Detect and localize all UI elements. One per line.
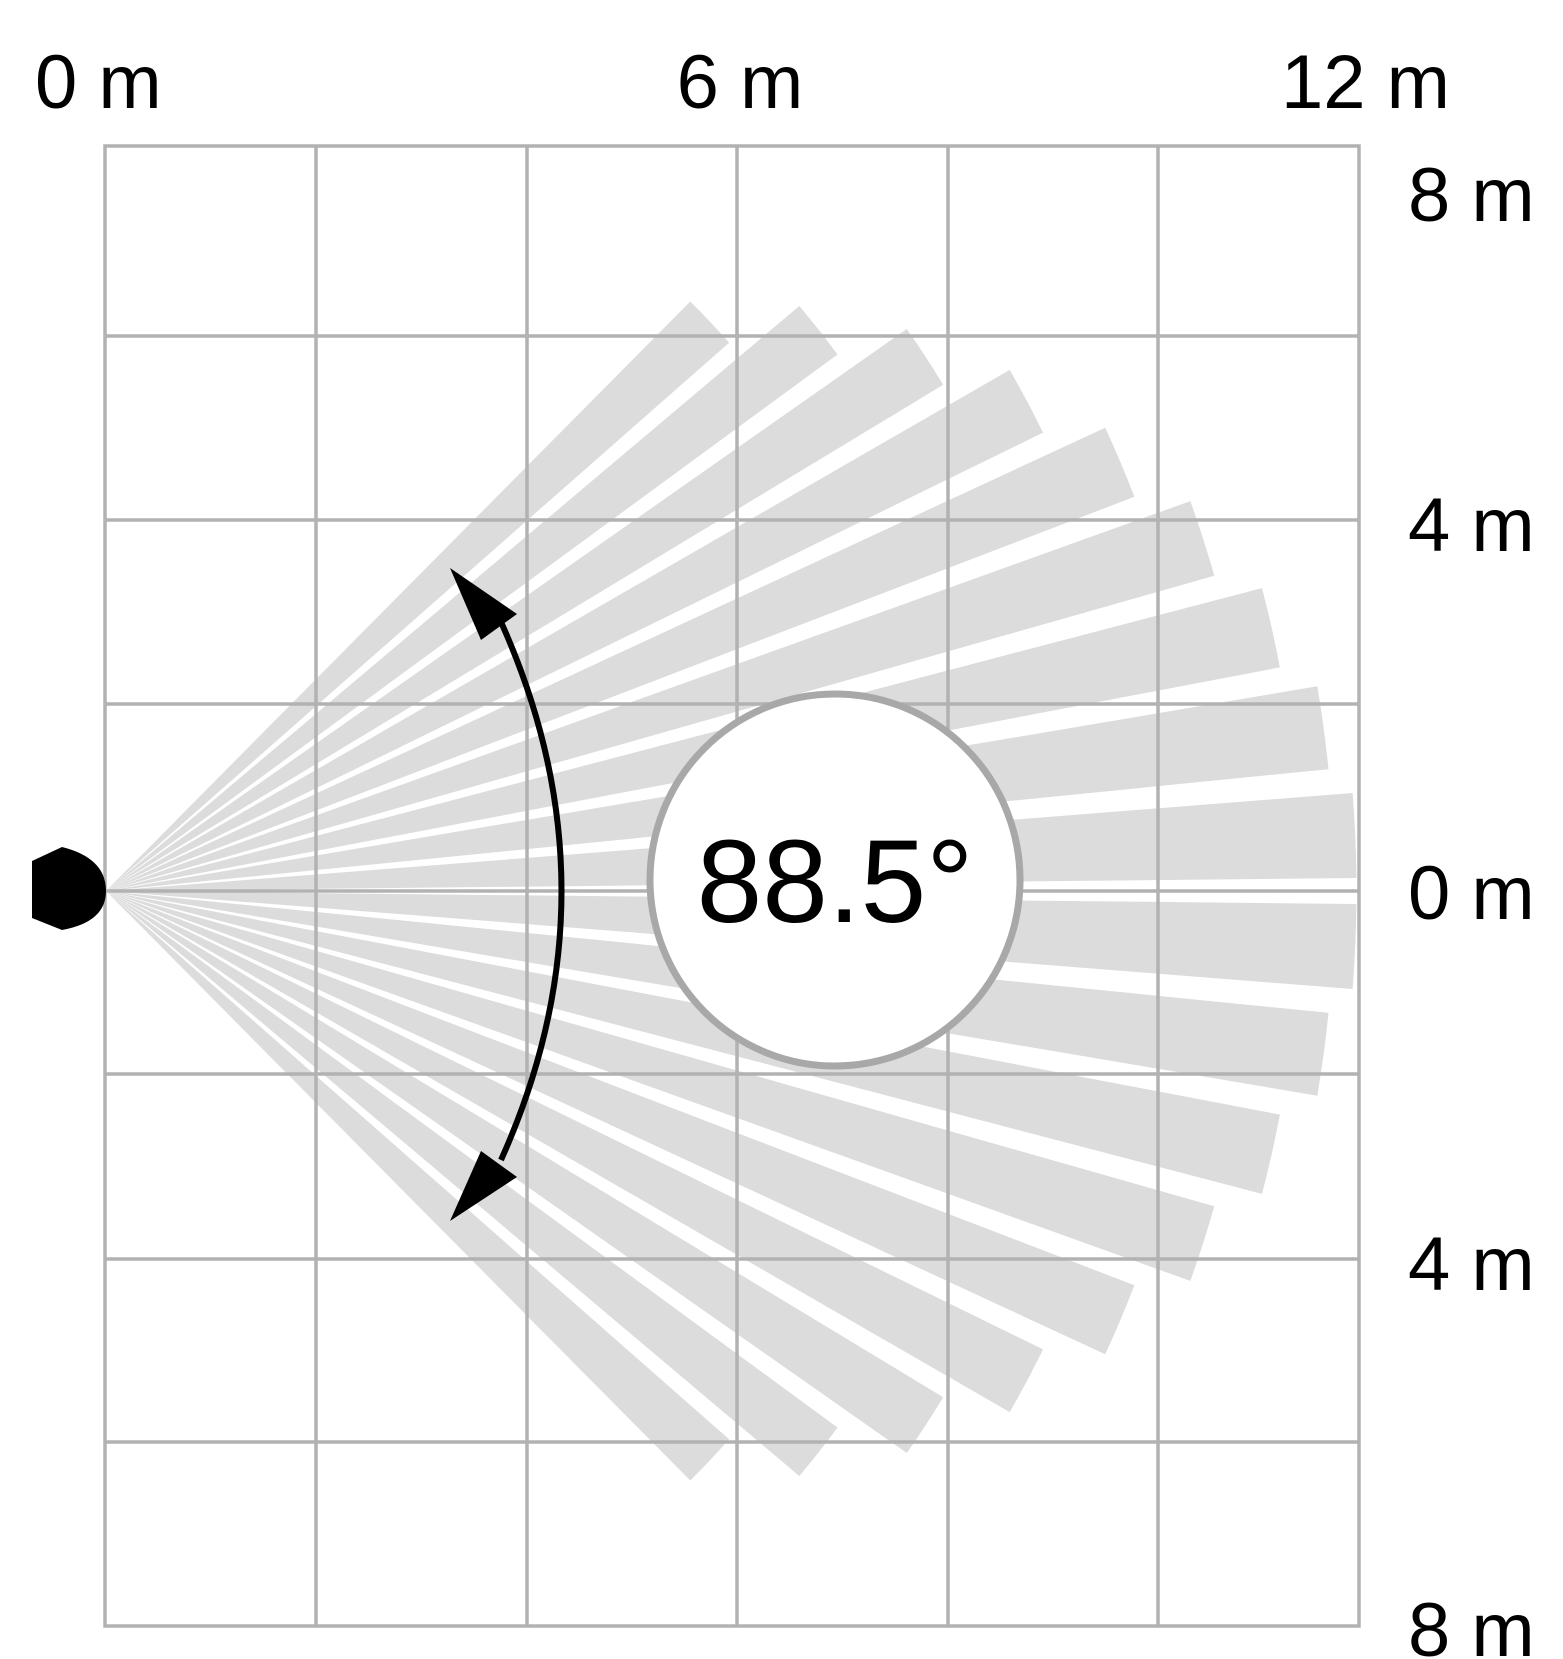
arrowhead-up-icon bbox=[450, 568, 517, 640]
angle-badge: 88.5° bbox=[646, 690, 1024, 1070]
detection-angle-value: 88.5° bbox=[697, 816, 974, 948]
detection-beam bbox=[106, 891, 1135, 1355]
arrowhead-down-icon bbox=[450, 1151, 517, 1221]
right-axis-label-center: 0 m bbox=[1408, 851, 1535, 936]
detection-beam bbox=[106, 427, 1135, 891]
detection-beam bbox=[106, 369, 1044, 891]
right-distance-axis: 8 m 4 m 0 m 4 m 8 m bbox=[1408, 153, 1535, 1659]
detection-beam bbox=[106, 891, 1215, 1281]
right-axis-label-top: 8 m bbox=[1408, 153, 1535, 238]
angle-badge-circle bbox=[646, 690, 1024, 1070]
top-axis-label-middle: 6 m bbox=[677, 40, 804, 125]
detection-zone-beams bbox=[106, 301, 1357, 1481]
right-axis-label-bottom: 8 m bbox=[1408, 1588, 1535, 1659]
sensor-icon bbox=[32, 847, 106, 930]
right-axis-label-upper: 4 m bbox=[1408, 483, 1535, 568]
distance-grid bbox=[103, 144, 1361, 1628]
detection-beam bbox=[106, 301, 730, 891]
detection-beam bbox=[106, 891, 1280, 1194]
angle-arrow bbox=[450, 568, 565, 1221]
top-axis-label-end: 12 m bbox=[1281, 40, 1450, 125]
top-distance-axis: 0 m 6 m 12 m bbox=[35, 40, 1450, 125]
angle-arc bbox=[498, 620, 565, 1162]
top-axis-label-start: 0 m bbox=[35, 40, 162, 125]
detection-beam bbox=[106, 891, 1044, 1413]
right-axis-label-lower: 4 m bbox=[1408, 1222, 1535, 1307]
detection-beam bbox=[106, 501, 1215, 891]
detection-beam bbox=[106, 588, 1280, 891]
detection-beam bbox=[106, 891, 730, 1481]
